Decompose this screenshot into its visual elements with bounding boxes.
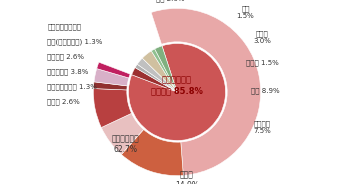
Wedge shape bbox=[94, 69, 129, 86]
Text: 管理栄養士・
栄養士職 85.8%: 管理栄養士・ 栄養士職 85.8% bbox=[151, 76, 203, 95]
Text: 研究・分析・開発: 研究・分析・開発 bbox=[47, 23, 81, 30]
Wedge shape bbox=[151, 8, 261, 175]
Wedge shape bbox=[129, 43, 225, 141]
Wedge shape bbox=[151, 49, 177, 92]
Text: 一般事務 2.6%: 一般事務 2.6% bbox=[47, 54, 84, 60]
Wedge shape bbox=[155, 46, 177, 92]
Text: 薬局
1.5%: 薬局 1.5% bbox=[237, 6, 255, 19]
Wedge shape bbox=[135, 64, 177, 92]
Wedge shape bbox=[93, 89, 132, 128]
Wedge shape bbox=[137, 58, 177, 92]
Text: 保育園
14.9%: 保育園 14.9% bbox=[175, 170, 199, 184]
Text: 福祉施設
7.5%: 福祉施設 7.5% bbox=[253, 120, 271, 134]
Text: 接客・サービス 1.3%: 接客・サービス 1.3% bbox=[47, 84, 97, 90]
Text: その他
3.0%: その他 3.0% bbox=[253, 31, 271, 45]
Wedge shape bbox=[101, 113, 144, 154]
Text: 病院 8.9%: 病院 8.9% bbox=[251, 87, 279, 94]
Wedge shape bbox=[93, 82, 127, 90]
Text: 営業・販売 3.8%: 営業・販売 3.8% bbox=[47, 69, 89, 75]
Text: 受託給食会社
62.7%: 受託給食会社 62.7% bbox=[111, 134, 139, 154]
Wedge shape bbox=[97, 62, 130, 78]
Text: 調理 2.6%: 調理 2.6% bbox=[156, 0, 184, 2]
Wedge shape bbox=[132, 68, 177, 92]
Text: 公務員 1.5%: 公務員 1.5% bbox=[246, 59, 279, 66]
Wedge shape bbox=[121, 130, 183, 176]
Wedge shape bbox=[99, 13, 161, 74]
Text: その他 2.6%: その他 2.6% bbox=[47, 99, 80, 105]
Wedge shape bbox=[142, 51, 177, 92]
Text: 製造(食品・化学) 1.3%: 製造(食品・化学) 1.3% bbox=[47, 38, 103, 45]
